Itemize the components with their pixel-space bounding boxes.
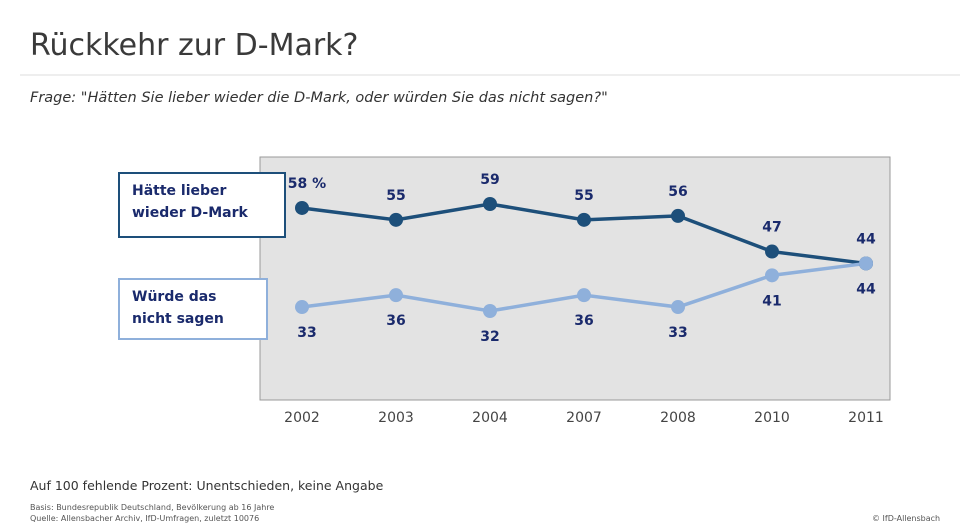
data-label: 41: [762, 293, 781, 309]
data-point: [765, 268, 779, 283]
x-tick-label: 2004: [472, 410, 508, 426]
data-label: 36: [386, 313, 405, 329]
data-point: [389, 212, 403, 227]
data-label: 56: [668, 184, 687, 200]
data-point: [295, 300, 309, 315]
x-tick-label: 2011: [848, 410, 884, 426]
plot-area: [259, 156, 891, 401]
data-label: 44: [856, 281, 876, 297]
data-point: [389, 288, 403, 303]
x-tick-label: 2002: [284, 410, 320, 426]
data-label: 44: [856, 231, 876, 247]
subtitle: Frage: "Hätten Sie lieber wieder die D-M…: [30, 90, 608, 106]
data-label: 47: [762, 220, 781, 236]
data-point: [577, 212, 591, 227]
x-tick-label: 2003: [378, 410, 414, 426]
footnote: Auf 100 fehlende Prozent: Unentschieden,…: [30, 478, 384, 493]
data-point: [483, 197, 497, 211]
data-point: [671, 208, 685, 223]
source: Quelle: Allensbacher Archiv, IfD-Umfrage…: [30, 514, 260, 523]
legend-entry: Würde das nicht sagen: [118, 278, 268, 340]
data-point: [671, 300, 685, 315]
data-label: 55: [386, 188, 405, 204]
data-label: 32: [480, 329, 499, 345]
credit: © IfD-Allensbach: [872, 514, 941, 523]
legend-entry: Hätte lieber wieder D-Mark: [118, 172, 286, 238]
x-tick-label: 2007: [566, 410, 602, 426]
data-point: [577, 288, 591, 303]
data-point: [859, 256, 873, 271]
x-tick-label: 2010: [754, 410, 790, 426]
data-label: 33: [668, 325, 687, 341]
data-label: 58 %: [288, 176, 326, 192]
title: Rückkehr zur D-Mark?: [30, 28, 359, 63]
data-label: 59: [480, 172, 499, 188]
basis: Basis: Bundesrepublik Deutschland, Bevöl…: [30, 503, 275, 512]
x-tick-label: 2008: [660, 410, 696, 426]
data-point: [295, 200, 309, 215]
data-point: [765, 244, 779, 259]
data-label: 55: [574, 188, 593, 204]
data-label: 36: [574, 313, 593, 329]
data-point: [483, 304, 497, 318]
data-label: 33: [297, 325, 316, 341]
